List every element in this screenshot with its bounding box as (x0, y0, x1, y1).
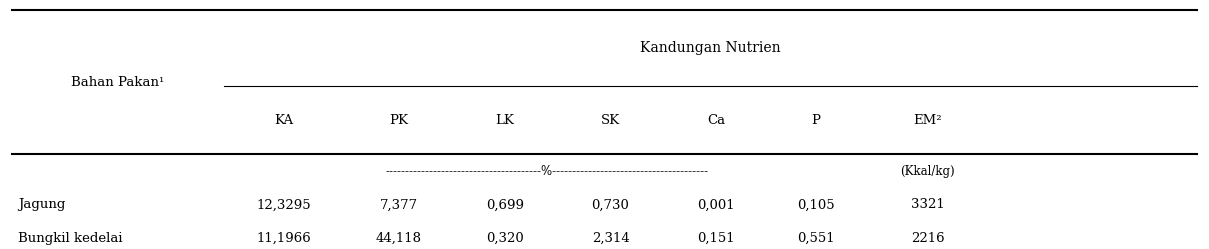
Text: 2216: 2216 (912, 232, 944, 245)
Text: 0,001: 0,001 (698, 198, 735, 211)
Text: KA: KA (274, 114, 294, 127)
Text: Ca: Ca (707, 114, 725, 127)
Text: Bungkil kedelai: Bungkil kedelai (18, 232, 122, 245)
Text: LK: LK (496, 114, 514, 127)
Text: ---------------------------------------%---------------------------------------: ---------------------------------------%… (386, 165, 708, 178)
Text: 7,377: 7,377 (380, 198, 418, 211)
Text: 0,551: 0,551 (797, 232, 835, 245)
Text: 0,730: 0,730 (591, 198, 630, 211)
Text: 12,3295: 12,3295 (256, 198, 312, 211)
Text: SK: SK (601, 114, 620, 127)
Text: 2,314: 2,314 (591, 232, 630, 245)
Text: 0,320: 0,320 (486, 232, 523, 245)
Text: EM²: EM² (914, 114, 942, 127)
Text: Bahan Pakan¹: Bahan Pakan¹ (71, 76, 164, 89)
Text: 0,699: 0,699 (486, 198, 523, 211)
Text: 11,1966: 11,1966 (256, 232, 312, 245)
Text: 3321: 3321 (912, 198, 944, 211)
Text: Jagung: Jagung (18, 198, 65, 211)
Text: Kandungan Nutrien: Kandungan Nutrien (640, 41, 781, 55)
Text: 44,118: 44,118 (376, 232, 422, 245)
Text: P: P (811, 114, 821, 127)
Text: PK: PK (389, 114, 409, 127)
Text: 0,151: 0,151 (698, 232, 735, 245)
Text: 0,105: 0,105 (797, 198, 835, 211)
Text: (Kkal/kg): (Kkal/kg) (901, 165, 955, 178)
